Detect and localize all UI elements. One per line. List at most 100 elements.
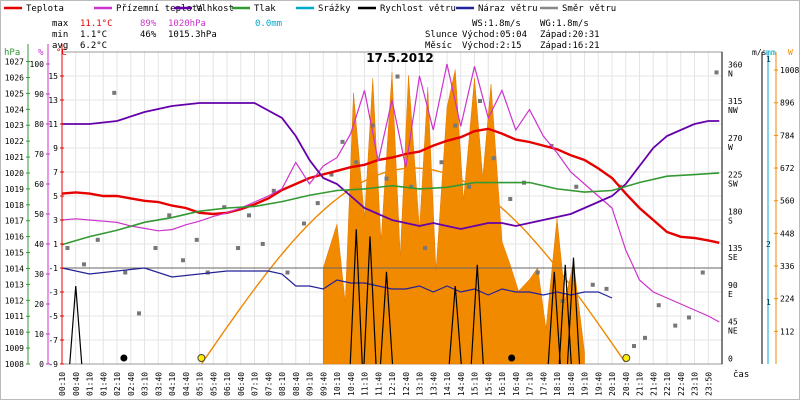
wind-direction-point: [604, 286, 609, 291]
wind-direction-point: [700, 270, 705, 275]
wind-direction-point: [384, 176, 389, 181]
temp-axis-tick-label: -3: [48, 288, 58, 297]
wind-direction-point: [409, 184, 414, 189]
hpa-axis-tick-label: 1024: [5, 105, 24, 114]
x-tick-label: 21:40: [649, 372, 658, 396]
hpa-axis-tick-label: 1016: [5, 233, 24, 242]
hpa-axis-tick-label: 1011: [5, 312, 24, 321]
pct-axis-tick-label: 10: [34, 330, 44, 339]
hpa-axis-tick-label: 1026: [5, 73, 24, 82]
solar-radiation-fill: [323, 69, 585, 365]
hpa-axis-tick-label: 1010: [5, 328, 24, 337]
x-tick-label: 23:10: [691, 372, 700, 396]
direction-tick-name: W: [728, 143, 733, 152]
direction-tick-label: 225: [728, 171, 743, 180]
x-tick-label: 22:40: [677, 372, 686, 396]
hpa-axis-tick-label: 1021: [5, 153, 24, 162]
pct-axis-label: %: [38, 48, 44, 58]
x-tick-label: 08:10: [278, 372, 287, 396]
wm2-tick-label: 336: [780, 262, 795, 271]
x-tick-label: 18:40: [567, 372, 576, 396]
x-tick-label: 04:40: [182, 372, 191, 396]
wm2-tick-label: 672: [780, 164, 795, 173]
wind-direction-point: [439, 160, 444, 165]
x-tick-label: 06:40: [237, 372, 246, 396]
x-tick-label: 21:10: [636, 372, 645, 396]
temp-axis-tick-label: -9: [48, 360, 58, 369]
stat-max-label: max: [52, 19, 69, 29]
x-tick-label: 13:40: [429, 372, 438, 396]
wm2-tick-label: 448: [780, 229, 795, 238]
stat-rain: 0.0mm: [255, 19, 282, 29]
info-wg: WG:1.8m/s: [540, 19, 589, 29]
direction-tick-label: 270: [728, 134, 743, 143]
mm-axis-label: mm: [766, 48, 776, 57]
hpa-axis-tick-label: 1015: [5, 249, 24, 258]
wind-direction-point: [315, 201, 320, 206]
direction-tick-label: 360: [728, 60, 743, 69]
x-tick-label: 08:40: [292, 372, 301, 396]
pct-axis-tick-label: 20: [34, 300, 44, 309]
x-tick-label: 01:40: [99, 372, 108, 396]
temp-axis-tick-label: 1: [53, 240, 58, 249]
x-tick-label: 13:10: [416, 372, 425, 396]
temp-axis-tick-label: 15: [48, 72, 58, 81]
pct-axis-tick-label: 90: [34, 90, 44, 99]
wind-direction-point: [340, 139, 345, 144]
direction-tick-name: N: [728, 69, 733, 78]
wind-direction-point: [467, 184, 471, 189]
stat-min-label: min: [52, 30, 68, 40]
x-tick-label: 14:10: [443, 372, 452, 396]
x-tick-label: 16:10: [498, 372, 507, 396]
stat-pressure-min: 1015.3hPa: [168, 30, 217, 40]
moonset-marker: [508, 354, 516, 362]
stat-temp-max: 11.1°C: [80, 19, 113, 29]
sunset-marker: [622, 354, 631, 362]
wind-direction-point: [491, 156, 496, 161]
direction-tick-label: 180: [728, 207, 743, 216]
legend-label: Náraz větru: [478, 4, 538, 14]
wind-direction-point: [181, 258, 185, 263]
temp-axis-tick-label: 5: [53, 192, 58, 201]
pct-axis-tick-label: 30: [34, 270, 44, 279]
wind-speed-spike: [566, 257, 581, 365]
hpa-axis-tick-label: 1019: [5, 185, 24, 194]
info-sun-label: Slunce: [425, 30, 458, 40]
wind-direction-point: [687, 315, 691, 320]
hpa-axis-tick-label: 1014: [5, 264, 24, 273]
stat-avg-label: avg: [52, 41, 68, 51]
wind-direction-point: [285, 270, 290, 275]
x-tick-label: 09:10: [306, 372, 315, 396]
pct-axis-tick-label: 70: [34, 150, 44, 159]
wind-direction-point: [535, 270, 540, 275]
wm2-tick-label: 112: [780, 327, 795, 336]
pct-axis-tick-label: 100: [30, 60, 45, 69]
hpa-axis-tick-label: 1020: [5, 169, 24, 178]
wind-direction-point: [194, 237, 199, 242]
wind-direction-point: [370, 123, 375, 128]
x-axis-unit: čas: [733, 369, 749, 380]
x-tick-label: 05:10: [196, 372, 205, 396]
info-moonset: Západ:16:21: [540, 41, 600, 51]
direction-tick-label: 135: [728, 244, 743, 253]
series-p-zemn-teplota: [61, 63, 720, 323]
chart-title: 17.5.2012: [366, 51, 434, 65]
wind-direction-point: [271, 188, 276, 193]
pct-axis-tick-label: 50: [34, 210, 44, 219]
info-sunset: Západ:20:31: [540, 30, 600, 40]
hpa-axis-tick-label: 1027: [5, 58, 24, 67]
x-tick-label: 14:40: [457, 372, 466, 396]
temp-axis-tick-label: 3: [53, 216, 58, 225]
wind-speed-spike: [379, 271, 394, 365]
x-tick-label: 15:10: [471, 372, 480, 396]
wind-direction-point: [153, 246, 158, 251]
temp-axis-tick-label: 13: [48, 96, 58, 105]
wind-speed-spike: [69, 285, 83, 365]
temp-axis-tick-label: -1: [48, 264, 58, 273]
hpa-axis-label: hPa: [4, 48, 20, 58]
wind-direction-point: [167, 213, 172, 218]
series-teplota: [61, 127, 720, 244]
temp-axis-tick-label: -5: [48, 312, 58, 321]
